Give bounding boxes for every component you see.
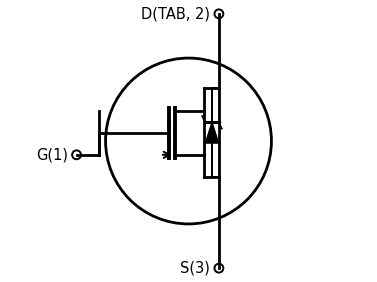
Text: S(3): S(3)	[181, 261, 210, 276]
Text: D(TAB, 2): D(TAB, 2)	[141, 6, 210, 21]
Text: G(1): G(1)	[36, 147, 68, 162]
Polygon shape	[205, 122, 219, 143]
